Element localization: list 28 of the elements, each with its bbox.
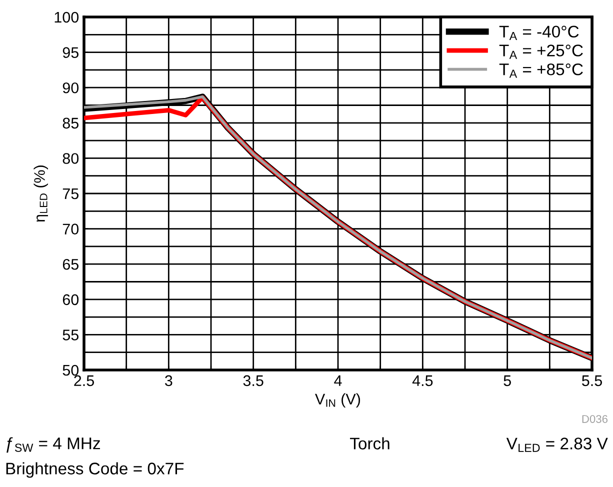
y-tick-label: 90 (62, 82, 79, 94)
x-tick-label: 2.5 (74, 375, 94, 386)
y-tick-label: 60 (62, 294, 79, 306)
y-tick-label: 85 (62, 118, 78, 129)
legend-label: T$_{A}$ = +25°C (499, 44, 583, 59)
x-tick-label: 4 (334, 375, 342, 386)
text: Brightness Code = 0x7F (6, 462, 184, 478)
text: ƒ$_{SW}$ = 4 MHz (6, 437, 100, 453)
y-axis-title: η$_{LED}$ (%) (34, 166, 48, 222)
x-tick-label: 5 (504, 375, 511, 386)
y-tick-label: 55 (62, 330, 78, 340)
y-tick-label: 50 (62, 364, 79, 376)
y-tick-label: 100 (54, 12, 79, 23)
x-tick-label: 3 (165, 375, 172, 386)
text: Torch (350, 437, 390, 450)
y-tick-label: 80 (62, 153, 79, 164)
x-tick-label: 4.5 (412, 375, 433, 386)
y-tick-label: 75 (62, 188, 78, 200)
x-tick-label: 3.5 (243, 375, 264, 386)
text: D036 (582, 415, 608, 423)
y-tick-label: 70 (62, 224, 79, 234)
x-axis-title: V$_{IN}$ (V) (314, 393, 360, 408)
legend-label: T$_{A}$ = -40°C (499, 26, 579, 40)
legend-label: T$_{A}$ = +85°C (499, 63, 583, 78)
text: V$_{LED}$ = 2.83 V (506, 438, 608, 452)
y-tick-label: 65 (62, 258, 78, 270)
y-tick-label: 95 (62, 47, 78, 58)
x-tick-label: 5.5 (582, 375, 602, 386)
